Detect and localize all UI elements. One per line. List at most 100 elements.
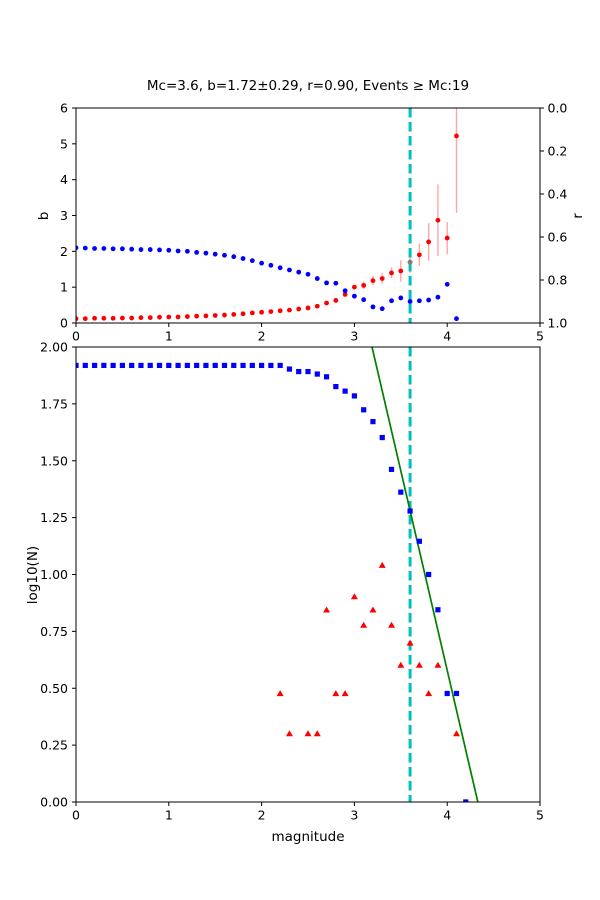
noncumulative-point	[304, 730, 312, 737]
top-yright-tick-label: 0.0	[548, 101, 568, 116]
cumulative-point	[286, 366, 293, 372]
bottom-x-tick-label: 4	[443, 808, 451, 823]
noncumulative-point	[452, 730, 460, 737]
b-value-point	[166, 247, 172, 253]
top-x-tick-label: 0	[72, 329, 80, 344]
b-value-point	[110, 246, 116, 252]
bottom-xlabel-magnitude: magnitude	[271, 829, 344, 845]
r-value-point	[194, 313, 200, 319]
noncumulative-point	[406, 639, 414, 646]
cumulative-point	[453, 690, 460, 697]
r-value-point	[184, 314, 190, 319]
top-yleft-tick-label: 3	[60, 208, 68, 223]
top-yright-tick-label: 0.6	[548, 230, 568, 245]
b-value-series	[76, 245, 459, 322]
top-yleft-tick-label: 6	[60, 101, 68, 116]
noncumulative-point	[332, 690, 340, 697]
bottom-y-tick-label: 0.75	[40, 624, 68, 639]
cumulative-point	[203, 362, 209, 369]
cumulative-point	[444, 690, 450, 697]
figure-title: Mc=3.6, b=1.72±0.29, r=0.90, Events ≥ Mc…	[147, 78, 469, 94]
b-value-point	[379, 306, 385, 312]
r-value-point	[76, 316, 79, 322]
r-value-point	[454, 133, 459, 139]
b-value-point	[361, 297, 367, 303]
bottom-y-tick-label: 0.00	[40, 795, 68, 810]
cumulative-point	[119, 362, 125, 369]
noncumulative-point	[378, 561, 386, 568]
cumulative-point	[426, 571, 432, 578]
cumulative-point	[259, 362, 265, 369]
bottom-y-tick-label: 0.25	[40, 738, 68, 753]
b-value-point	[268, 262, 274, 268]
r-value-point	[147, 315, 153, 321]
b-value-point	[184, 248, 190, 254]
cumulative-point	[314, 371, 320, 377]
top-yleft-tick-label: 5	[60, 136, 68, 151]
b-value-point	[101, 246, 107, 251]
top-yright-tick-label: 1.0	[548, 316, 568, 331]
noncumulative-series	[276, 561, 468, 802]
b-value-point	[76, 245, 79, 251]
cumulative-point	[240, 362, 246, 369]
b-value-point	[416, 298, 422, 304]
top-yright-tick-label: 0.8	[548, 273, 568, 288]
b-value-point	[194, 250, 200, 255]
cumulative-point	[277, 362, 283, 369]
r-value-point	[314, 303, 320, 309]
cumulative-point	[388, 466, 395, 472]
r-value-point	[389, 270, 394, 276]
cumulative-point	[463, 799, 469, 802]
b-value-point	[342, 288, 348, 294]
noncumulative-point	[369, 606, 377, 613]
b-value-point	[240, 256, 246, 261]
top-yright-tick-label: 0.4	[548, 187, 568, 202]
r-value-point	[296, 306, 302, 312]
r-value-point	[120, 315, 125, 321]
r-value-point	[398, 268, 404, 274]
bottom-x-tick-label: 2	[258, 808, 266, 823]
noncumulative-point	[425, 690, 433, 697]
noncumulative-point	[415, 661, 423, 668]
top-plot-clipped	[76, 108, 459, 323]
r-value-point	[138, 315, 144, 321]
cumulative-point	[296, 368, 302, 375]
r-value-point	[305, 305, 311, 311]
cumulative-point	[379, 434, 385, 441]
b-value-point	[370, 304, 376, 310]
cumulative-point	[147, 362, 153, 369]
bottom-y-tick-label: 1.00	[40, 567, 68, 582]
noncumulative-point	[313, 730, 321, 737]
top-plot: 0 1 2 3 4 5 0 1 2 3 4 5 6 0.0 0.2 0.4 0.6 0.8 1.0	[60, 101, 568, 344]
cumulative-point	[361, 407, 367, 413]
top-yright-tick-label: 0.2	[548, 144, 568, 159]
cumulative-point	[91, 362, 98, 369]
b-value-point	[398, 295, 404, 301]
cumulative-point	[268, 362, 274, 369]
cumulative-point	[370, 419, 376, 425]
cumulative-point	[398, 489, 404, 495]
cumulative-point	[129, 362, 135, 369]
bottom-x-tick-label: 1	[165, 808, 173, 823]
bottom-y-tick-label: 1.50	[40, 453, 68, 468]
b-value-point	[249, 258, 255, 264]
r-value-point	[379, 276, 385, 281]
cumulative-point	[194, 362, 200, 369]
cumulative-point	[333, 383, 339, 390]
r-value-point	[361, 282, 367, 288]
r-value-point	[166, 314, 172, 320]
bottom-ylabel-log10n: log10(N)	[25, 546, 41, 604]
top-x-tick-label: 2	[258, 329, 266, 344]
noncumulative-point	[434, 661, 442, 668]
top-ylabel-b: b	[36, 212, 52, 221]
top-x-tick-label: 5	[536, 329, 544, 344]
r-value-point	[287, 307, 292, 313]
gr-fit-line	[371, 347, 479, 802]
cumulative-point	[323, 374, 330, 380]
cumulative-point	[435, 607, 441, 613]
r-value-point	[352, 284, 357, 290]
b-value-point	[454, 316, 459, 322]
cumulative-point	[221, 362, 228, 369]
r-value-point	[212, 313, 218, 318]
